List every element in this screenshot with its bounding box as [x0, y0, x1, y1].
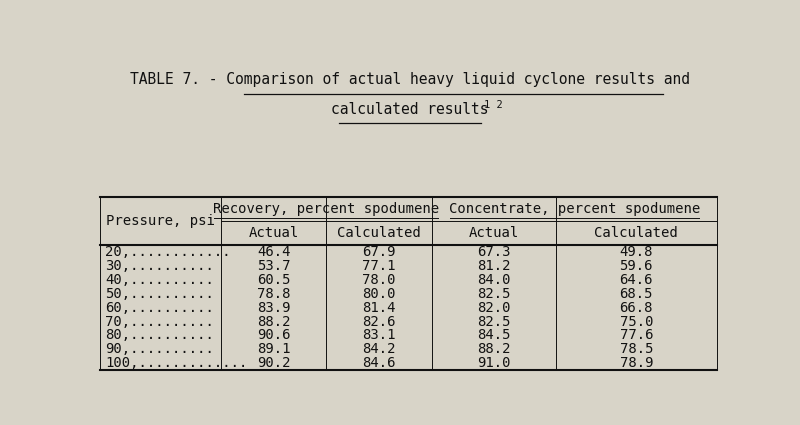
Text: Concentrate, percent spodumene: Concentrate, percent spodumene	[449, 202, 700, 216]
Text: 50,..........: 50,..........	[105, 287, 214, 301]
Text: 67.3: 67.3	[477, 245, 510, 259]
Text: 77.1: 77.1	[362, 259, 396, 273]
Text: 70,..........: 70,..........	[105, 314, 214, 329]
Text: 82.5: 82.5	[477, 287, 510, 301]
Text: 78.8: 78.8	[257, 287, 290, 301]
Text: Recovery, percent spodumene: Recovery, percent spodumene	[214, 202, 439, 216]
Text: 83.1: 83.1	[362, 329, 396, 343]
Text: 82.0: 82.0	[477, 300, 510, 314]
Text: Calculated: Calculated	[594, 226, 678, 240]
Text: 49.8: 49.8	[619, 245, 653, 259]
Text: 78.5: 78.5	[619, 342, 653, 356]
Text: 75.0: 75.0	[619, 314, 653, 329]
Text: 88.2: 88.2	[477, 342, 510, 356]
Text: 30,..........: 30,..........	[105, 259, 214, 273]
Text: 78.0: 78.0	[362, 273, 396, 287]
Text: calculated results: calculated results	[331, 102, 489, 117]
Text: Calculated: Calculated	[337, 226, 421, 240]
Text: 83.9: 83.9	[257, 300, 290, 314]
Text: 91.0: 91.0	[477, 356, 510, 370]
Text: TABLE 7. - Comparison of actual heavy liquid cyclone results and: TABLE 7. - Comparison of actual heavy li…	[130, 72, 690, 87]
Text: 90,..........: 90,..........	[105, 342, 214, 356]
Text: 89.1: 89.1	[257, 342, 290, 356]
Text: 1 2: 1 2	[484, 100, 503, 110]
Text: 68.5: 68.5	[619, 287, 653, 301]
Text: 64.6: 64.6	[619, 273, 653, 287]
Text: 67.9: 67.9	[362, 245, 396, 259]
Text: 82.5: 82.5	[477, 314, 510, 329]
Text: 66.8: 66.8	[619, 300, 653, 314]
Text: Actual: Actual	[249, 226, 298, 240]
Text: 60.5: 60.5	[257, 273, 290, 287]
Text: 90.6: 90.6	[257, 329, 290, 343]
Text: 84.2: 84.2	[362, 342, 396, 356]
Text: 20,............: 20,............	[105, 245, 230, 259]
Text: 100,.............: 100,.............	[105, 356, 247, 370]
Text: 53.7: 53.7	[257, 259, 290, 273]
Text: 84.5: 84.5	[477, 329, 510, 343]
Text: 80,..........: 80,..........	[105, 329, 214, 343]
Text: 46.4: 46.4	[257, 245, 290, 259]
Text: 84.6: 84.6	[362, 356, 396, 370]
Text: 88.2: 88.2	[257, 314, 290, 329]
Text: 80.0: 80.0	[362, 287, 396, 301]
Text: 90.2: 90.2	[257, 356, 290, 370]
Text: 40,..........: 40,..........	[105, 273, 214, 287]
Text: 81.2: 81.2	[477, 259, 510, 273]
Text: 81.4: 81.4	[362, 300, 396, 314]
Text: 84.0: 84.0	[477, 273, 510, 287]
Text: 78.9: 78.9	[619, 356, 653, 370]
Text: Actual: Actual	[469, 226, 519, 240]
Text: 82.6: 82.6	[362, 314, 396, 329]
Text: 77.6: 77.6	[619, 329, 653, 343]
Text: Pressure, psi: Pressure, psi	[106, 214, 215, 228]
Text: 59.6: 59.6	[619, 259, 653, 273]
Text: 60,..........: 60,..........	[105, 300, 214, 314]
